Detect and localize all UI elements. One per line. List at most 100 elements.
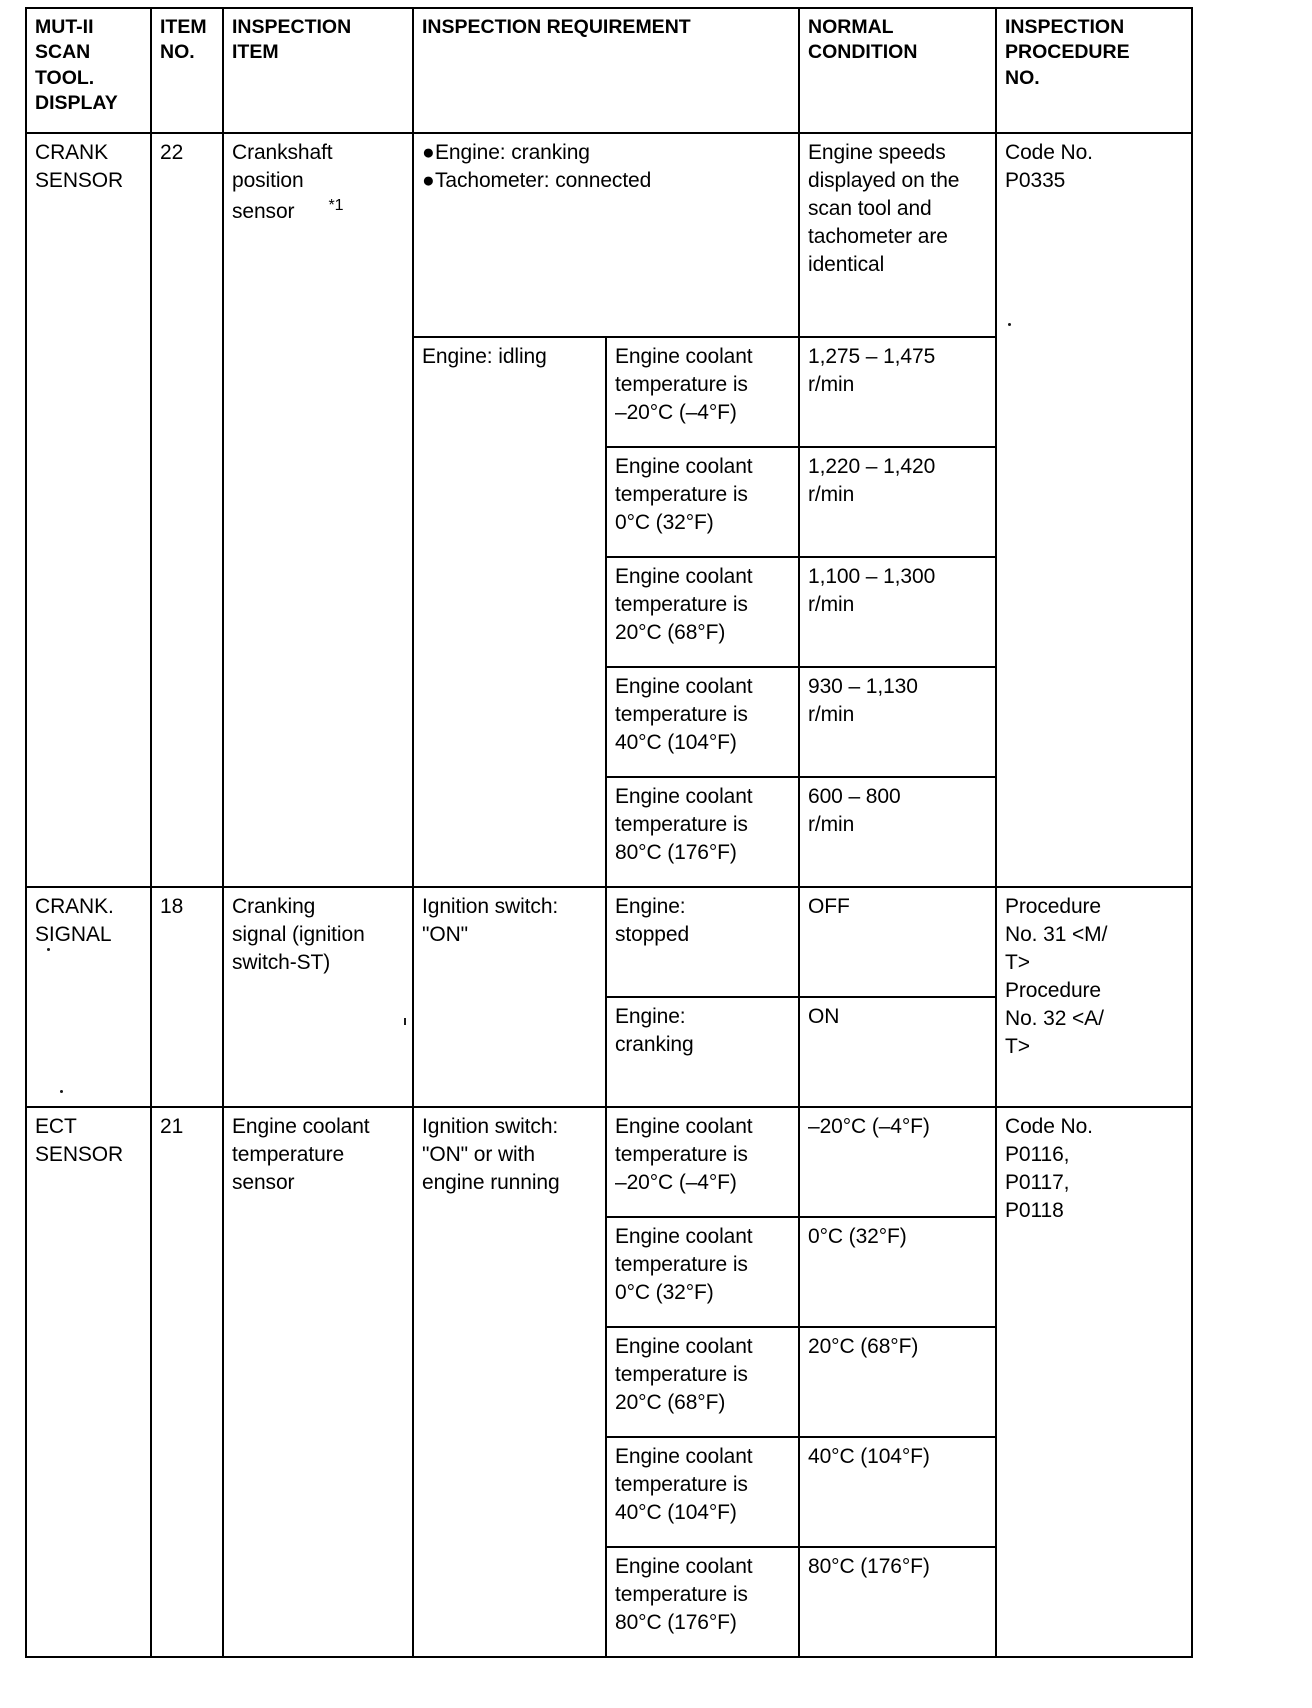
condition-line: Engine coolant xyxy=(615,1555,753,1578)
bullet-dot-icon: ● xyxy=(422,141,435,164)
inspection-item-line: position xyxy=(232,168,304,192)
header-line: INSPECTION REQUIREMENT xyxy=(422,16,691,38)
cell-normal-condition: 930 – 1,130 r/min xyxy=(798,666,997,778)
cell-inspection-requirement-main: Ignition switch: "ON" xyxy=(412,886,607,1108)
display-line: CRANK. xyxy=(35,895,114,918)
header-row: MUT-II SCAN TOOL. DISPLAY ITEM NO. INSPE… xyxy=(25,7,1193,134)
header-line: CONDITION xyxy=(808,41,918,64)
inspection-item-line: sensor *1 xyxy=(232,195,405,226)
condition-line: Engine coolant xyxy=(615,565,753,588)
table-row: Engine coolant temperature is 20°C (68°F… xyxy=(26,556,1192,668)
inspection-specification-table: MUT-II SCAN TOOL. DISPLAY ITEM NO. INSPE… xyxy=(25,7,1193,1658)
condition-line: 0°C (32°F) xyxy=(615,1280,714,1304)
cell-requirement-condition: Engine: cranking xyxy=(605,996,800,1108)
inspection-item-line: sensor xyxy=(232,1170,295,1194)
cell-inspection-procedure-no: Procedure No. 31 <M/ T> Procedure No. 32… xyxy=(995,886,1193,1108)
table-row: Engine coolant temperature is 20°C (68°F… xyxy=(26,1326,1192,1438)
condition-line: 20°C (68°F) xyxy=(615,1390,726,1414)
condition-line: temperature is xyxy=(615,702,748,726)
condition-line: temperature is xyxy=(615,1582,748,1606)
header-line: TOOL. xyxy=(35,66,95,89)
display-line: SIGNAL xyxy=(35,922,112,946)
procedure-line: No. 31 <M/ xyxy=(1005,922,1108,946)
condition-line: –20°C (–4°F) xyxy=(615,1170,737,1194)
scan-speck xyxy=(47,948,50,951)
header-line: NO. xyxy=(1005,66,1040,89)
condition-line: temperature is xyxy=(615,1472,748,1496)
cell-requirement-condition: Engine: stopped xyxy=(605,886,800,998)
condition-line: stopped xyxy=(615,922,690,946)
condition-line: Engine coolant xyxy=(615,1225,753,1248)
cell-requirement-condition: Engine coolant temperature is –20°C (–4°… xyxy=(605,336,800,448)
cell-inspection-procedure-no: Code No. P0335 xyxy=(995,132,1193,888)
condition-line: temperature is xyxy=(615,1142,748,1166)
procedure-line: P0118 xyxy=(1005,1198,1064,1222)
table-row: Engine coolant temperature is 80°C (176°… xyxy=(26,1546,1192,1658)
condition-line: 0°C (32°F) xyxy=(615,510,714,534)
table-row: CRANK. SIGNAL 18 Cranking signal (igniti… xyxy=(25,886,1193,1108)
cell-requirement-condition: Engine coolant temperature is 20°C (68°F… xyxy=(605,1326,800,1438)
table-header: MUT-II SCAN TOOL. DISPLAY ITEM NO. INSPE… xyxy=(25,7,1193,134)
condition-line: temperature is xyxy=(615,372,748,396)
procedure-line: T> xyxy=(1005,950,1030,974)
requirement-line: Ignition switch: xyxy=(422,895,559,918)
cell-normal-condition: 600 – 800 r/min xyxy=(798,776,997,888)
header-line: INSPECTION xyxy=(232,16,352,38)
condition-line: Engine coolant xyxy=(615,345,753,368)
requirement-bullet: ●Engine: cranking xyxy=(422,139,791,167)
inspection-item-line: signal (ignition xyxy=(232,922,365,946)
cell-requirement-condition: Engine coolant temperature is 40°C (104°… xyxy=(605,1436,800,1548)
header-line: MUT-II xyxy=(35,16,94,38)
normal-condition-line: 600 – 800 xyxy=(808,785,901,808)
cell-item-no: 21 xyxy=(150,1106,224,1658)
header-line: SCAN xyxy=(35,41,91,64)
normal-condition-line: r/min xyxy=(808,812,855,836)
footnote-marker: *1 xyxy=(328,196,344,214)
normal-condition-line: 930 – 1,130 xyxy=(808,675,918,698)
cell-normal-condition: Engine speeds displayed on the scan tool… xyxy=(798,132,997,338)
cell-requirement-condition: Engine coolant temperature is 40°C (104°… xyxy=(605,666,800,778)
procedure-line: Code No. xyxy=(1005,141,1093,164)
cell-inspection-requirement-main: Engine: idling xyxy=(412,336,607,888)
cell-requirement-condition: Engine coolant temperature is 80°C (176°… xyxy=(605,1546,800,1658)
requirement-bullet-text: Engine: cranking xyxy=(435,141,590,164)
normal-condition-line: 1,100 – 1,300 xyxy=(808,565,936,588)
cell-requirement-condition: Engine coolant temperature is 0°C (32°F) xyxy=(605,446,800,558)
header-line: INSPECTION xyxy=(1005,16,1125,38)
condition-line: Engine coolant xyxy=(615,785,753,808)
procedure-line: Procedure xyxy=(1005,895,1101,918)
cell-inspection-item: Cranking signal (ignition switch-ST) xyxy=(222,886,414,1108)
bullet-dot-icon: ● xyxy=(422,168,435,192)
cell-normal-condition: 0°C (32°F) xyxy=(798,1216,997,1328)
cell-inspection-requirement: ●Engine: cranking ●Tachometer: connected xyxy=(412,132,800,338)
condition-line: Engine coolant xyxy=(615,1115,753,1138)
cell-item-no: 18 xyxy=(150,886,224,1108)
table-row: Engine coolant temperature is 40°C (104°… xyxy=(26,666,1192,778)
cell-normal-condition: 20°C (68°F) xyxy=(798,1326,997,1438)
header-inspection-item: INSPECTION ITEM xyxy=(222,7,414,134)
requirement-bullet: ●Tachometer: connected xyxy=(422,167,791,195)
condition-line: Engine coolant xyxy=(615,675,753,698)
header-mut-scan-tool-display: MUT-II SCAN TOOL. DISPLAY xyxy=(25,7,152,134)
procedure-line: P0335 xyxy=(1005,168,1066,192)
condition-line: temperature is xyxy=(615,1362,748,1386)
cell-scan-tool-display: CRANK. SIGNAL xyxy=(25,886,152,1108)
inspection-item-line: Cranking xyxy=(232,895,316,918)
header-line: ITEM xyxy=(160,16,207,38)
header-line: NO. xyxy=(160,41,195,64)
cell-requirement-condition: Engine coolant temperature is 20°C (68°F… xyxy=(605,556,800,668)
requirement-bullet-text: Tachometer: connected xyxy=(435,168,652,192)
table-row: Engine coolant temperature is 80°C (176°… xyxy=(26,776,1192,888)
inspection-item-line: Crankshaft xyxy=(232,141,333,164)
scan-speck xyxy=(404,1018,406,1025)
condition-line: Engine: xyxy=(615,1005,686,1028)
requirement-line: engine running xyxy=(422,1170,560,1194)
cell-requirement-condition: Engine coolant temperature is 80°C (176°… xyxy=(605,776,800,888)
display-line: ECT xyxy=(35,1115,77,1138)
requirement-line: "ON" xyxy=(422,922,469,946)
normal-condition-line: r/min xyxy=(808,372,855,396)
header-inspection-requirement: INSPECTION REQUIREMENT xyxy=(412,7,800,134)
inspection-item-line: switch-ST) xyxy=(232,950,331,974)
cell-normal-condition: OFF xyxy=(798,886,997,998)
cell-normal-condition: 40°C (104°F) xyxy=(798,1436,997,1548)
